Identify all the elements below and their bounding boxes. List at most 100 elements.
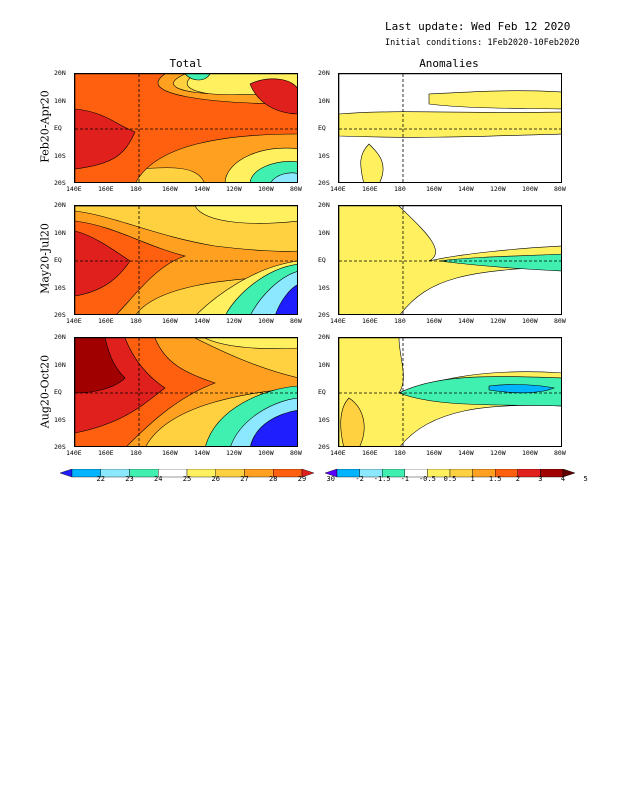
anomalies-column-title: Anomalies xyxy=(419,57,479,70)
colorbar-label: 23 xyxy=(125,475,134,483)
lon-tick-label: 180 xyxy=(394,449,406,457)
lon-tick-label: 160W xyxy=(426,317,442,325)
lat-tick-label: 20S xyxy=(318,443,330,451)
lat-tick-label: 10S xyxy=(318,415,330,424)
colorbar-label: 3 xyxy=(538,475,543,483)
colorbar-label: 26 xyxy=(211,475,220,483)
last-update-text: Last update: Wed Feb 12 2020 xyxy=(385,20,571,33)
lon-tick-label: 180 xyxy=(394,317,406,325)
lon-tick-label: 140E xyxy=(330,449,346,457)
lon-tick-label: 80W xyxy=(290,317,302,325)
lon-tick-label: 120W xyxy=(490,185,506,193)
lon-tick-label: 120W xyxy=(490,317,506,325)
lat-tick-label: EQ xyxy=(54,124,62,132)
colorbar-label: 5 xyxy=(583,475,588,483)
lon-tick-label: 100W xyxy=(522,449,538,457)
lon-tick-label: 120W xyxy=(226,449,242,457)
lat-tick-label: 10N xyxy=(54,96,66,105)
lat-tick-label: 20S xyxy=(54,179,66,187)
row-label-2: May20-Jul20 xyxy=(38,223,52,294)
lon-tick-label: 160W xyxy=(162,185,178,193)
colorbar-label: -0.5 xyxy=(418,475,436,483)
anomaly-map-3 xyxy=(338,337,562,447)
lon-tick-label: 120W xyxy=(490,449,506,457)
lon-tick-label: 100W xyxy=(522,185,538,193)
lat-tick-label: 20N xyxy=(318,333,330,341)
lat-tick-label: 20N xyxy=(318,201,330,209)
total-column-title: Total xyxy=(169,57,203,70)
lon-tick-label: 80W xyxy=(554,449,566,457)
lat-tick-label: 20N xyxy=(54,333,66,341)
total-map-2 xyxy=(74,205,298,315)
lon-tick-label: 140E xyxy=(330,317,346,325)
lon-tick-label: 160E xyxy=(362,449,378,457)
lon-tick-label: 140W xyxy=(194,317,210,325)
lon-tick-label: 140W xyxy=(458,317,474,325)
colorbar-label: 24 xyxy=(154,475,163,483)
lon-tick-label: 100W xyxy=(258,185,274,193)
lat-tick-label: 10S xyxy=(318,151,330,160)
lon-tick-label: 180 xyxy=(394,185,406,193)
lat-tick-label: 10N xyxy=(318,360,330,369)
lat-tick-label: EQ xyxy=(318,124,326,132)
lon-tick-label: 140E xyxy=(66,317,82,325)
colorbar-label: 29 xyxy=(297,475,307,483)
lon-tick-label: 140E xyxy=(330,185,346,193)
lon-tick-label: 160W xyxy=(426,185,442,193)
lon-tick-label: 160W xyxy=(162,449,178,457)
lat-tick-label: 20N xyxy=(318,69,330,77)
lat-tick-label: 10N xyxy=(318,96,330,105)
row-label-3: Aug20-Oct20 xyxy=(38,354,52,429)
lon-tick-label: 160E xyxy=(98,317,114,325)
lon-tick-label: 140E xyxy=(66,449,82,457)
anomaly-map-1 xyxy=(338,73,562,183)
initial-conditions-text: Initial conditions: 1Feb2020-10Feb2020 xyxy=(385,38,580,48)
colorbar-anomalies xyxy=(324,466,576,485)
colorbar-label: 27 xyxy=(240,475,249,483)
lon-tick-label: 100W xyxy=(522,317,538,325)
total-map-3 xyxy=(74,337,298,447)
colorbar-label: -2 xyxy=(355,475,364,483)
lat-tick-label: 10S xyxy=(54,283,66,292)
lon-tick-label: 120W xyxy=(226,317,242,325)
lon-tick-label: 160W xyxy=(426,449,442,457)
lon-tick-label: 80W xyxy=(554,317,566,325)
lat-tick-label: EQ xyxy=(318,256,326,264)
lon-tick-label: 160E xyxy=(98,449,114,457)
colorbar-total-labels: 22 23 24 25 26 27 28 29 30 xyxy=(60,475,335,487)
lat-tick-label: 20S xyxy=(318,179,330,187)
total-map-1 xyxy=(74,73,298,183)
lat-tick-label: 10N xyxy=(318,228,330,237)
lon-tick-label: 120W xyxy=(226,185,242,193)
lon-tick-label: 180 xyxy=(130,185,142,193)
anomaly-map-2 xyxy=(338,205,562,315)
lat-tick-label: 20S xyxy=(54,311,66,319)
lon-tick-label: 80W xyxy=(290,185,302,193)
lon-tick-label: 140W xyxy=(458,185,474,193)
lon-tick-label: 80W xyxy=(290,449,302,457)
lat-tick-label: EQ xyxy=(54,388,62,396)
colorbar-label: 1 xyxy=(470,475,475,483)
lon-tick-label: 140E xyxy=(66,185,82,193)
lat-tick-label: 20N xyxy=(54,201,66,209)
lat-tick-label: 20S xyxy=(54,443,66,451)
colorbar-label: 28 xyxy=(269,475,278,483)
lon-tick-label: 160W xyxy=(162,317,178,325)
lat-tick-label: 10S xyxy=(54,415,66,424)
lon-tick-label: 100W xyxy=(258,317,274,325)
lat-tick-label: EQ xyxy=(318,388,326,396)
lon-tick-label: 160E xyxy=(98,185,114,193)
colorbar-label: -1 xyxy=(400,475,410,483)
colorbar-label: 30 xyxy=(326,475,335,483)
colorbar-total xyxy=(59,466,315,485)
colorbar-swatch xyxy=(301,468,315,478)
lat-tick-label: EQ xyxy=(54,256,62,264)
lat-tick-label: 10S xyxy=(318,283,330,292)
lon-tick-label: 160E xyxy=(362,185,378,193)
lat-tick-label: 20S xyxy=(318,311,330,319)
colorbar-label: 25 xyxy=(182,475,192,483)
lon-tick-label: 140W xyxy=(194,185,210,193)
lon-tick-label: 100W xyxy=(258,449,274,457)
lat-tick-label: 10S xyxy=(54,151,66,160)
row-label-1: Feb20-Apr20 xyxy=(38,90,52,163)
